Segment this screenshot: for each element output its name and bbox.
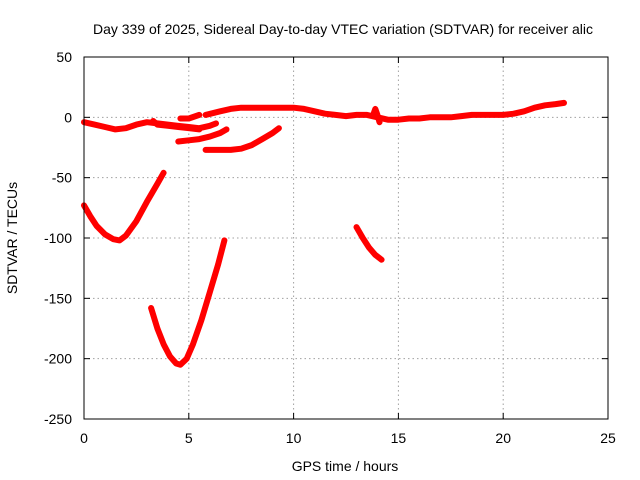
x-tick-label: 0 xyxy=(80,430,88,446)
series-line-4 xyxy=(175,126,230,145)
x-tick-label: 20 xyxy=(495,430,511,446)
series-line-7 xyxy=(370,105,383,126)
y-tick-label: 0 xyxy=(64,109,72,125)
y-tick-label: -250 xyxy=(44,411,72,427)
chart-title: Day 339 of 2025, Sidereal Day-to-day VTE… xyxy=(93,21,593,37)
y-tick-label: -200 xyxy=(44,351,72,367)
x-tick-label: 5 xyxy=(185,430,193,446)
y-tick-label: 50 xyxy=(56,49,72,65)
y-tick-label: -100 xyxy=(44,230,72,246)
series-line-3 xyxy=(177,111,203,122)
y-tick-label: -150 xyxy=(44,290,72,306)
x-axis-label: GPS time / hours xyxy=(292,458,399,474)
series-line-2 xyxy=(150,118,203,133)
series-line-6 xyxy=(202,99,567,123)
x-tick-label: 15 xyxy=(391,430,407,446)
y-axis-label: SDTVAR / TECUs xyxy=(4,182,20,294)
tick-layer: 0 5 10 15 20 25 -250 -200 -150 -100 -50 0 50 xyxy=(44,49,616,446)
x-tick-label: 10 xyxy=(286,430,302,446)
series-line-10 xyxy=(353,224,385,263)
y-tick-label: -50 xyxy=(52,170,72,186)
series-line-5 xyxy=(202,125,282,153)
series-line-9 xyxy=(148,237,228,368)
series-layer xyxy=(81,99,567,368)
series-line-8 xyxy=(81,169,167,244)
x-tick-label: 25 xyxy=(600,430,616,446)
